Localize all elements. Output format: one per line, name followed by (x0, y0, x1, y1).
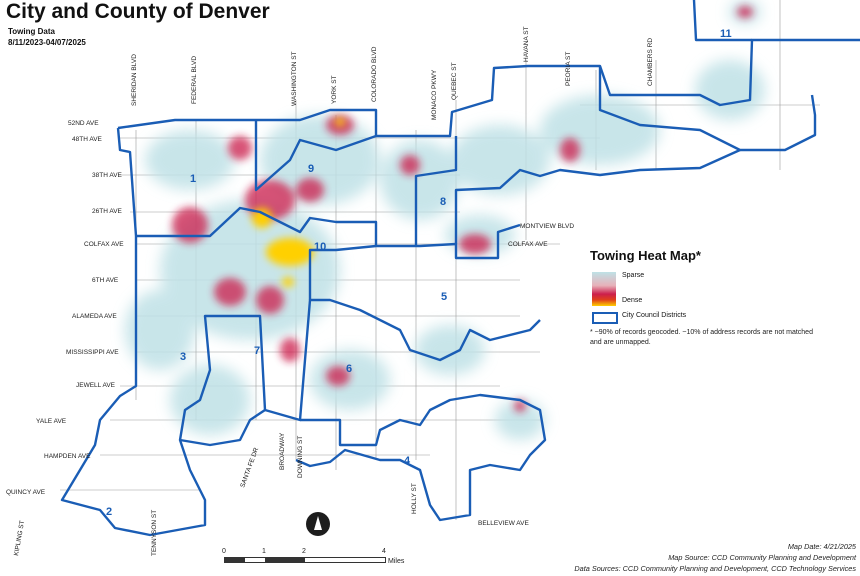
scale-tick-0: 0 (222, 548, 226, 555)
street-label-monaco: MONACO PKWY (431, 69, 438, 120)
district-label-3: 3 (180, 351, 186, 363)
district-label-10: 10 (314, 241, 326, 253)
legend-footnote: * ~90% of records geocoded. ~10% of addr… (590, 329, 813, 346)
map-date: Map Date: 4/21/2025 (787, 542, 856, 551)
dataset-name: Towing Data (8, 27, 55, 36)
district-label-5: 5 (441, 291, 447, 303)
district-label-1: 1 (190, 173, 196, 185)
street-label-broadway: BROADWAY (279, 432, 286, 470)
scale-tick-1: 1 (262, 548, 266, 555)
street-label-mississippi: MISSISSIPPI AVE (66, 349, 119, 356)
page-title: City and County of Denver (6, 0, 270, 23)
scale-unit: Miles (388, 558, 405, 565)
scale-tick-4: 4 (382, 548, 386, 555)
district-label-2: 2 (106, 506, 112, 518)
heat-layer (125, 0, 765, 440)
date-range: 8/11/2023-04/07/2025 (8, 38, 86, 47)
legend-title: Towing Heat Map* (590, 248, 701, 263)
horizontal-street-labels: 52ND AVE 48TH AVE 38TH AVE 26TH AVE COLF… (6, 120, 574, 527)
street-label-peoria: PEORIA ST (565, 52, 572, 86)
street-label-downing: DOWNING ST (297, 436, 304, 478)
heat-sparse-layer (125, 0, 765, 440)
heat-color-ramp (592, 272, 616, 306)
map-source: Map Source: CCD Community Planning and D… (668, 553, 856, 562)
street-label-colfax: COLFAX AVE (84, 241, 124, 248)
street-label-colorado: COLORADO BLVD (371, 46, 378, 102)
scale-tick-2: 2 (302, 548, 306, 555)
street-label-sheridan: SHERIDAN BLVD (131, 54, 138, 106)
street-label-hampden: HAMPDEN AVE (44, 453, 91, 460)
district-label-7: 7 (254, 345, 260, 357)
street-label-colfax-east: COLFAX AVE (508, 241, 548, 248)
street-label-washington: WASHINGTON ST (291, 51, 298, 106)
north-arrow-icon (306, 512, 330, 536)
street-label-52nd: 52ND AVE (68, 120, 99, 127)
district-label-6: 6 (346, 363, 352, 375)
street-label-6th: 6TH AVE (92, 277, 119, 284)
legend-council-label: City Council Districts (622, 312, 687, 319)
street-label-york: YORK ST (331, 75, 338, 104)
legend: Towing Heat Map* Sparse Dense City Counc… (590, 248, 813, 346)
street-label-chambers: CHAMBERS RD (647, 38, 654, 86)
street-label-tennyson: TENNYSON ST (151, 510, 158, 556)
district-numbers: 1 2 3 4 5 6 7 8 9 10 11 (106, 28, 732, 518)
legend-dense-label: Dense (622, 297, 643, 304)
street-label-havana: HAVANA ST (523, 26, 530, 62)
district-label-8: 8 (440, 196, 446, 208)
district-label-4: 4 (404, 455, 411, 467)
scale-bar-graphic (224, 557, 386, 563)
street-label-holly: HOLLY ST (411, 483, 418, 514)
street-label-quincy: QUINCY AVE (6, 489, 46, 496)
street-label-yale: YALE AVE (36, 418, 67, 425)
district-label-11: 11 (720, 28, 732, 40)
street-label-quebec: QUEBEC ST (451, 62, 458, 100)
street-label-belleview: BELLEVIEW AVE (478, 520, 529, 527)
street-label-montview: MONTVIEW BLVD (520, 223, 574, 230)
street-label-26th: 26TH AVE (92, 208, 123, 215)
legend-sparse-label: Sparse (622, 272, 645, 279)
heat-dense-layer (252, 118, 345, 287)
data-sources: Data Sources: CCD Community Planning and… (574, 564, 856, 573)
street-label-federal: FEDERAL BLVD (191, 56, 198, 104)
district-label-9: 9 (308, 163, 314, 175)
street-label-jewell: JEWELL AVE (76, 382, 116, 389)
street-label-alameda: ALAMEDA AVE (72, 313, 117, 320)
street-label-santa-fe: SANTA FE DR (239, 446, 260, 488)
street-label-48th: 48TH AVE (72, 136, 103, 143)
street-label-kipling: KIPLING ST (13, 520, 26, 556)
map-footer: Map Date: 4/21/2025 Map Source: CCD Comm… (574, 541, 856, 574)
council-district-boundaries (60, 0, 860, 537)
street-label-38th: 38TH AVE (92, 172, 123, 179)
subtitle: Towing Data 8/11/2023-04/07/2025 (8, 26, 86, 48)
council-district-swatch (592, 312, 618, 324)
